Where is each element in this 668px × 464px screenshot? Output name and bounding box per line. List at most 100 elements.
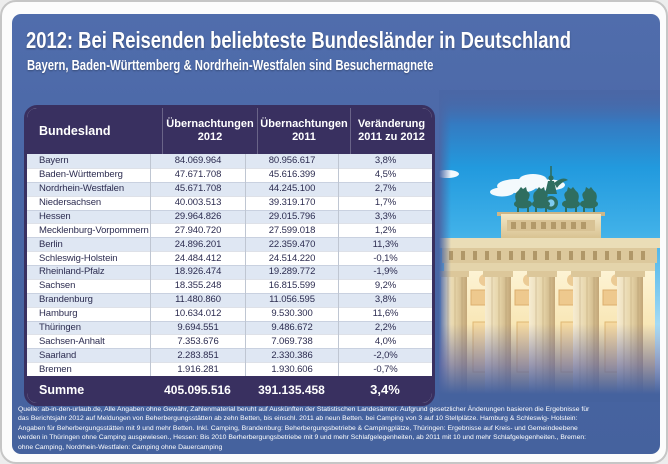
page-subtitle: Bayern, Baden-Württemberg & Nordrhein-We…: [27, 58, 434, 74]
table-row: Mecklenburg-Vorpommern 27.940.720 27.599.0…: [27, 223, 432, 238]
photo-top-fade: [439, 90, 660, 124]
table-row: Hessen 29.964.826 29.015.796 3,3%: [27, 209, 432, 224]
cell-uebernachtungen-2012: 18.355.248: [150, 278, 245, 293]
brandenburg-gate-photo: [439, 90, 660, 402]
table-row: Berlin 24.896.201 22.359.470 11,3%: [27, 237, 432, 252]
cell-uebernachtungen-2012: 45.671.708: [150, 181, 245, 196]
cell-bundesland: Baden-Württemberg: [39, 169, 123, 181]
cell-veraenderung: -1,9%: [338, 265, 432, 279]
cell-uebernachtungen-2012: 7.353.676: [150, 334, 245, 349]
table-body: Bayern 84.069.964 80.956.617 3,8% Baden-Würt…: [27, 154, 432, 376]
summary-2012: 405.095.516: [164, 382, 231, 397]
cell-veraenderung: 11,3%: [338, 237, 432, 252]
table-header-row: Bundesland Übernachtungen 2012 Übernacht…: [27, 108, 432, 154]
summary-change: 3,4%: [370, 382, 400, 397]
cell-bundesland: Rheinland-Pfalz: [39, 266, 105, 278]
cell-veraenderung: -0,1%: [338, 251, 432, 265]
cell-bundesland: Brandenburg: [39, 294, 93, 306]
cell-uebernachtungen-2011: 29.015.796: [245, 209, 338, 224]
table-row: Hamburg 10.634.012 9.530.300 11,6%: [27, 306, 432, 321]
cell-uebernachtungen-2011: 19.289.772: [245, 265, 338, 279]
cell-bundesland: Thüringen: [39, 321, 81, 333]
cell-veraenderung: 3,8%: [338, 292, 432, 307]
cell-veraenderung: 1,2%: [338, 223, 432, 238]
column-header-veraenderung: Veränderung 2011 zu 2012: [350, 108, 432, 154]
table-summary-row: Summe 405.095.516 391.135.458 3,4%: [27, 376, 432, 403]
column-header-bundesland: Bundesland: [27, 108, 162, 154]
cell-uebernachtungen-2011: 22.359.470: [245, 237, 338, 252]
source-line: Quelle: ab-in-den-urlaub.de, Alle Angabe…: [18, 406, 590, 413]
table-row: Sachsen-Anhalt 7.353.676 7.069.738 4,0%: [27, 334, 432, 349]
cell-veraenderung: 2,7%: [338, 181, 432, 196]
cell-veraenderung: 3,3%: [338, 209, 432, 224]
cell-veraenderung: 3,8%: [338, 154, 432, 168]
cell-uebernachtungen-2012: 1.916.281: [150, 362, 245, 376]
blue-panel: 2012: Bei Reisenden beliebteste Bundeslä…: [12, 14, 660, 454]
bundesland-table: Bundesland Übernachtungen 2012 Übernacht…: [24, 105, 435, 406]
source-line: das Berichtsjahr 2012 auf Meldungen von …: [18, 415, 578, 423]
column-header-label: Bundesland: [39, 123, 111, 138]
column-header-label: 2011: [292, 131, 316, 143]
cell-bundesland: Berlin: [39, 238, 63, 250]
cell-uebernachtungen-2012: 2.283.851: [150, 348, 245, 363]
cell-uebernachtungen-2012: 29.964.826: [150, 209, 245, 224]
cell-uebernachtungen-2011: 39.319.170: [245, 195, 338, 210]
cell-uebernachtungen-2011: 11.056.595: [245, 292, 338, 307]
cell-uebernachtungen-2012: 47.671.708: [150, 167, 245, 182]
table-row: Sachsen 18.355.248 16.815.599 9,2%: [27, 278, 432, 293]
cell-veraenderung: 11,6%: [338, 306, 432, 321]
table-row: Saarland 2.283.851 2.330.386 -2,0%: [27, 348, 432, 363]
cell-uebernachtungen-2011: 45.616.399: [245, 167, 338, 182]
cell-uebernachtungen-2011: 24.514.220: [245, 251, 338, 265]
cell-uebernachtungen-2012: 18.926.474: [150, 265, 245, 279]
table-row: Thüringen 9.694.551 9.486.672 2,2%: [27, 320, 432, 335]
column-header-uebernachtungen-2011: Übernachtungen 2011: [257, 108, 350, 154]
summary-2011: 391.135.458: [258, 382, 325, 397]
column-header-label: Übernachtungen: [166, 118, 254, 130]
cell-bundesland: Bayern: [39, 155, 69, 167]
cell-uebernachtungen-2012: 27.940.720: [150, 223, 245, 238]
column-header-uebernachtungen-2012: Übernachtungen 2012: [162, 108, 257, 154]
cell-veraenderung: -2,0%: [338, 348, 432, 363]
column-header-label: Veränderung: [357, 118, 426, 130]
cell-bundesland: Hessen: [39, 210, 71, 222]
cell-bundesland: Sachsen-Anhalt: [39, 335, 105, 347]
cell-uebernachtungen-2012: 24.484.412: [150, 251, 245, 265]
summary-label: Summe: [39, 382, 85, 397]
table-row: Nordrhein-Westfalen 45.671.708 44.245.100 2…: [27, 181, 432, 196]
cell-veraenderung: 9,2%: [338, 278, 432, 293]
source-line: ohne Camping, Nordrhein-Westfalen: Campi…: [18, 443, 223, 451]
cell-veraenderung: 1,7%: [338, 195, 432, 210]
cell-bundesland: Schleswig-Holstein: [39, 252, 118, 264]
table-row: Rheinland-Pfalz 18.926.474 19.289.772 -1,9%: [27, 265, 432, 279]
table-row: Niedersachsen 40.003.513 39.319.170 1,7%: [27, 195, 432, 210]
cell-bundesland: Saarland: [39, 349, 77, 361]
cell-uebernachtungen-2012: 84.069.964: [150, 154, 245, 168]
table-row: Schleswig-Holstein 24.484.412 24.514.220 -0…: [27, 251, 432, 265]
cell-uebernachtungen-2012: 11.480.860: [150, 292, 245, 307]
cell-bundesland: Bremen: [39, 363, 72, 375]
cell-uebernachtungen-2012: 9.694.551: [150, 320, 245, 335]
cell-uebernachtungen-2011: 80.956.617: [245, 154, 338, 168]
cell-uebernachtungen-2012: 10.634.012: [150, 306, 245, 321]
cell-veraenderung: 4,0%: [338, 334, 432, 349]
cell-bundesland: Niedersachsen: [39, 197, 102, 209]
cell-veraenderung: -0,7%: [338, 362, 432, 376]
cell-uebernachtungen-2012: 40.003.513: [150, 195, 245, 210]
source-line: Angaben für Beherbergungsstätten mit 9 u…: [18, 424, 578, 432]
photo-bottom-fade: [439, 324, 660, 402]
cell-uebernachtungen-2011: 27.599.018: [245, 223, 338, 238]
column-header-label: 2011 zu 2012: [358, 131, 425, 143]
cell-bundesland: Nordrhein-Westfalen: [39, 183, 125, 195]
table-row: Bayern 84.069.964 80.956.617 3,8%: [27, 154, 432, 168]
table-row: Brandenburg 11.480.860 11.056.595 3,8%: [27, 292, 432, 307]
cell-uebernachtungen-2011: 9.486.672: [245, 320, 338, 335]
column-header-label: Übernachtungen: [260, 118, 348, 130]
cell-bundesland: Sachsen: [39, 280, 76, 292]
cell-uebernachtungen-2011: 9.530.300: [245, 306, 338, 321]
column-header-label: 2012: [197, 131, 223, 143]
cell-uebernachtungen-2011: 44.245.100: [245, 181, 338, 196]
page-title: 2012: Bei Reisenden beliebteste Bundeslä…: [26, 27, 572, 53]
table-row: Bremen 1.916.281 1.930.606 -0,7%: [27, 362, 432, 376]
cell-bundesland: Mecklenburg-Vorpommern: [39, 224, 149, 236]
